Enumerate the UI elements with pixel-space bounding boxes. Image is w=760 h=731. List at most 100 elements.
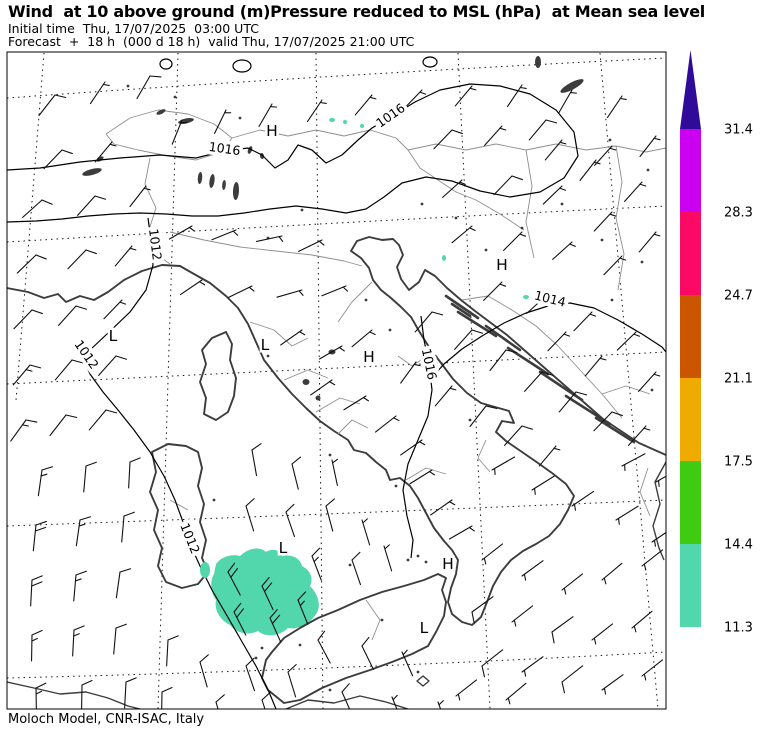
wind-barb xyxy=(383,544,393,572)
colorbar-tick-label: 14.4 xyxy=(724,538,753,553)
colorbar-segment xyxy=(680,461,701,544)
wind-barb xyxy=(321,285,349,297)
wind-barb xyxy=(227,562,241,596)
wind-barb xyxy=(211,229,239,241)
map-dot xyxy=(454,216,458,220)
wind-barb xyxy=(38,94,67,117)
wind-barb xyxy=(455,679,478,701)
wind-barb xyxy=(491,456,516,476)
wind-barb xyxy=(214,109,232,134)
wind-barb xyxy=(245,657,256,692)
wind-barb xyxy=(601,562,623,585)
wind-barb xyxy=(32,520,47,552)
coast-corsica xyxy=(199,331,237,421)
wind-barb xyxy=(89,81,110,105)
map-dot xyxy=(254,656,258,660)
wind-barb xyxy=(544,139,567,161)
coast-albania xyxy=(652,461,666,561)
wind-barb xyxy=(83,461,97,493)
wind-barb xyxy=(601,674,624,695)
wind-barb xyxy=(434,385,457,407)
map-dot xyxy=(266,354,270,358)
wind-barb xyxy=(526,295,550,314)
wind-barb xyxy=(12,364,42,386)
wind-barb xyxy=(251,443,262,477)
pressure-center-H: H xyxy=(442,555,454,573)
forecast-line: Forecast + 18 h (000 d 18 h) valid Thu, … xyxy=(8,34,415,49)
map-frame xyxy=(6,51,667,710)
wind-barb xyxy=(603,255,627,276)
wind-barb xyxy=(351,551,362,586)
wind-barb xyxy=(454,329,484,350)
wind-barb xyxy=(10,419,38,442)
colorbar-segment xyxy=(680,295,701,378)
pressure-center-L: L xyxy=(279,539,288,557)
wind-barb xyxy=(114,245,137,267)
wind-barb xyxy=(448,525,475,540)
wind-barb xyxy=(215,694,225,709)
wind-barb xyxy=(73,570,87,602)
wind-barb xyxy=(67,249,97,270)
shading-speckle xyxy=(360,124,364,128)
wind-barb xyxy=(591,623,614,645)
wind-barb xyxy=(258,103,278,128)
wind-barb xyxy=(471,596,494,624)
shading-speckle xyxy=(442,255,446,261)
map-dot xyxy=(560,202,564,206)
wind-barb xyxy=(291,456,302,490)
coast-malta xyxy=(416,675,430,687)
wind-barb xyxy=(115,568,132,599)
wind-barb xyxy=(261,577,274,611)
isobar-1012-west xyxy=(83,217,277,709)
wind-barb xyxy=(437,700,444,709)
wind-barb xyxy=(343,395,370,411)
wind-barb xyxy=(528,119,558,141)
map-dot xyxy=(173,95,177,99)
wind-barb xyxy=(489,349,518,372)
wind-barb xyxy=(504,425,534,446)
wind-barb xyxy=(547,331,571,352)
map-dot xyxy=(212,498,216,502)
pressure-center-H: H xyxy=(266,122,278,140)
map-dot xyxy=(388,328,392,332)
wind-barb xyxy=(451,225,476,244)
wind-barb xyxy=(639,135,661,158)
wind-barb xyxy=(505,682,527,705)
wind-barb xyxy=(22,199,53,218)
colorbar-segment xyxy=(680,544,701,627)
wind-barb xyxy=(571,490,595,511)
wind-barb xyxy=(129,185,151,208)
wind-barb xyxy=(276,289,304,298)
map-dot xyxy=(380,618,384,622)
wind-speed-colorbar: 11.3 14.4 17.5 21.1 24.7 28.3 31.4 xyxy=(680,50,753,636)
model-attribution: Moloch Model, CNR-ISAC, Italy xyxy=(8,712,205,727)
colorbar-tick-label: 17.5 xyxy=(724,455,753,470)
dalmatian-islands xyxy=(444,294,636,444)
wind-barb xyxy=(77,195,107,216)
wind-barb xyxy=(103,299,127,320)
wind-barb xyxy=(179,279,206,296)
isobar-label: 1016 xyxy=(208,139,242,158)
wind-barb xyxy=(16,254,47,274)
map-dot xyxy=(328,453,332,457)
wind-barb xyxy=(531,475,555,495)
wind-barb xyxy=(430,499,456,516)
wind-barb xyxy=(374,415,400,433)
wind-barb xyxy=(310,379,336,396)
wind-barb xyxy=(391,694,398,709)
wind-barb xyxy=(13,309,43,330)
colorbar-tick-label: 28.3 xyxy=(724,206,753,221)
wind-barb xyxy=(287,664,297,698)
wind-barb xyxy=(558,89,578,114)
wind-barb xyxy=(171,119,188,145)
wind-barb xyxy=(75,516,92,547)
wind-barb xyxy=(400,361,421,384)
map-dot xyxy=(298,643,302,647)
coast-north-africa xyxy=(7,681,141,709)
map-dot xyxy=(416,670,420,674)
map-dot xyxy=(424,560,428,564)
wind-barb xyxy=(511,605,534,627)
